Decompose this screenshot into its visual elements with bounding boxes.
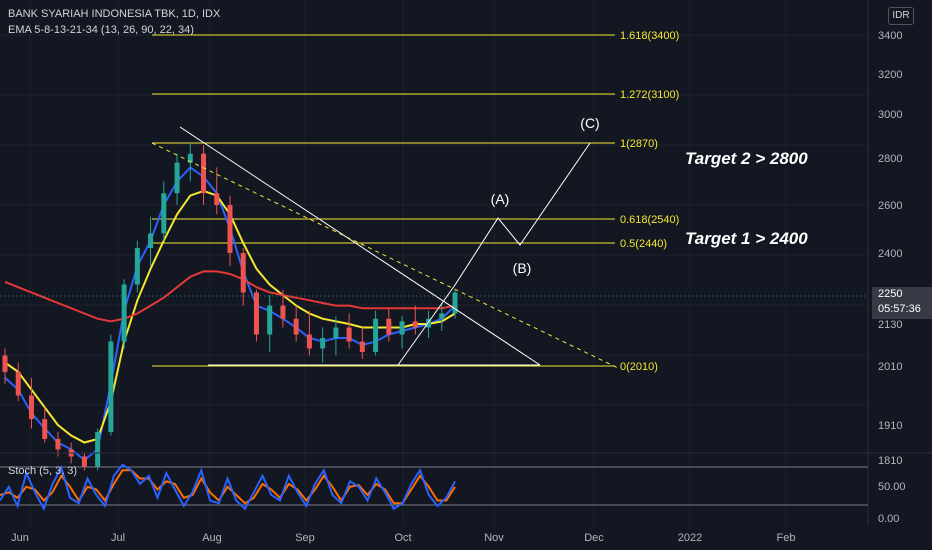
candle-body-4: [55, 439, 61, 450]
candle-body-1: [15, 371, 21, 396]
candlesticks: [2, 143, 458, 471]
chart-title: BANK SYARIAH INDONESIA TBK, 1D, IDX: [8, 8, 221, 20]
candle-body-20: [267, 305, 273, 335]
target-1-label: Target 1 > 2400: [685, 229, 808, 248]
candle-body-12: [161, 193, 167, 234]
price-tick-8: 1910: [878, 420, 902, 432]
trend-drawings[interactable]: [151, 126, 619, 369]
candle-body-19: [253, 292, 259, 335]
candle-body-28: [373, 318, 379, 352]
fib-label-5: 0(2010): [620, 361, 658, 373]
candle-body-8: [108, 341, 114, 432]
candle-body-14: [187, 153, 193, 163]
price-grid: [0, 0, 868, 525]
candle-body-33: [439, 313, 445, 319]
candle-body-30: [399, 321, 405, 335]
price-tick-5: 2400: [878, 248, 902, 260]
candle-countdown: 05:57:36: [878, 303, 921, 315]
stoch-pane: 50.00 0.00: [0, 463, 906, 525]
time-label-1: Jul: [111, 532, 125, 544]
fib-label-2: 1(2870): [620, 138, 658, 150]
stoch-legend[interactable]: Stoch (5, 3, 3): [8, 465, 78, 477]
candle-body-29: [386, 318, 392, 335]
price-tick-7: 2010: [878, 361, 902, 373]
candle-body-0: [2, 355, 8, 372]
stoch-d-line: [0, 469, 456, 505]
candle-body-24: [320, 338, 326, 349]
fibonacci-levels[interactable]: 1.618(3400) 1.272(3100) 1(2870) 0.618(2540)…: [152, 30, 679, 373]
candle-body-10: [134, 248, 140, 285]
candle-body-22: [293, 318, 299, 335]
price-tick-4: 2600: [878, 200, 902, 212]
candle-body-32: [426, 318, 432, 328]
candle-body-34: [452, 292, 458, 314]
ema-legend[interactable]: EMA 5-8-13-21-34 (13, 26, 90, 22, 34): [8, 24, 194, 36]
time-label-2: Aug: [202, 532, 222, 544]
time-label-7: 2022: [678, 532, 702, 544]
price-tick-6: 2130: [878, 319, 902, 331]
candle-body-3: [42, 419, 48, 439]
candle-body-27: [359, 341, 365, 352]
time-label-3: Sep: [295, 532, 315, 544]
candle-body-26: [346, 327, 352, 342]
price-tick-2: 3000: [878, 109, 902, 121]
time-label-4: Oct: [394, 532, 411, 544]
stoch-tick-50: 50.00: [878, 481, 906, 493]
currency-badge[interactable]: IDR: [888, 7, 914, 25]
candle-body-11: [148, 233, 154, 248]
candle-body-7: [95, 432, 101, 467]
candle-body-17: [227, 205, 233, 253]
time-axis[interactable]: Jun Jul Aug Sep Oct Nov Dec 2022 Feb: [11, 532, 795, 544]
candle-body-31: [412, 321, 418, 328]
current-price-tag: 2250 05:57:36: [872, 287, 932, 319]
wave-a-label: (A): [491, 191, 510, 207]
wave-projection: [397, 142, 591, 366]
current-price-value: 2250: [878, 288, 903, 300]
price-tick-0: 3400: [878, 30, 902, 42]
fib-label-0: 1.618(3400): [620, 30, 679, 42]
fib-label-3: 0.618(2540): [620, 214, 679, 226]
fib-label-4: 0.5(2440): [620, 238, 667, 250]
time-label-5: Nov: [484, 532, 504, 544]
price-axis[interactable]: 3400 3200 3000 2800 2600 2400 2130 2010 1910 1810: [878, 30, 902, 467]
wave-b-label: (B): [513, 260, 532, 276]
candle-body-6: [81, 456, 87, 467]
price-tick-3: 2800: [878, 153, 902, 165]
descending-trendline: [179, 126, 541, 366]
stoch-tick-0: 0.00: [878, 513, 899, 525]
fib-label-1: 1.272(3100): [620, 89, 679, 101]
candle-body-25: [333, 327, 339, 338]
price-tick-9: 1810: [878, 455, 902, 467]
target-2-label: Target 2 > 2800: [685, 149, 808, 168]
candle-body-16: [214, 193, 220, 205]
price-tick-1: 3200: [878, 69, 902, 81]
ema-slow-line: [4, 270, 456, 323]
candle-body-13: [174, 162, 180, 194]
wave-c-label: (C): [580, 115, 599, 131]
candle-body-18: [240, 253, 246, 293]
time-label-0: Jun: [11, 532, 29, 544]
time-label-6: Dec: [584, 532, 604, 544]
candle-body-15: [201, 153, 207, 194]
candle-body-21: [280, 305, 286, 319]
candle-body-9: [121, 284, 127, 342]
candle-body-23: [306, 334, 312, 349]
stoch-k-line: [0, 463, 456, 512]
candle-body-2: [28, 395, 34, 420]
dashed-resistance: [151, 142, 619, 369]
time-label-8: Feb: [777, 532, 796, 544]
